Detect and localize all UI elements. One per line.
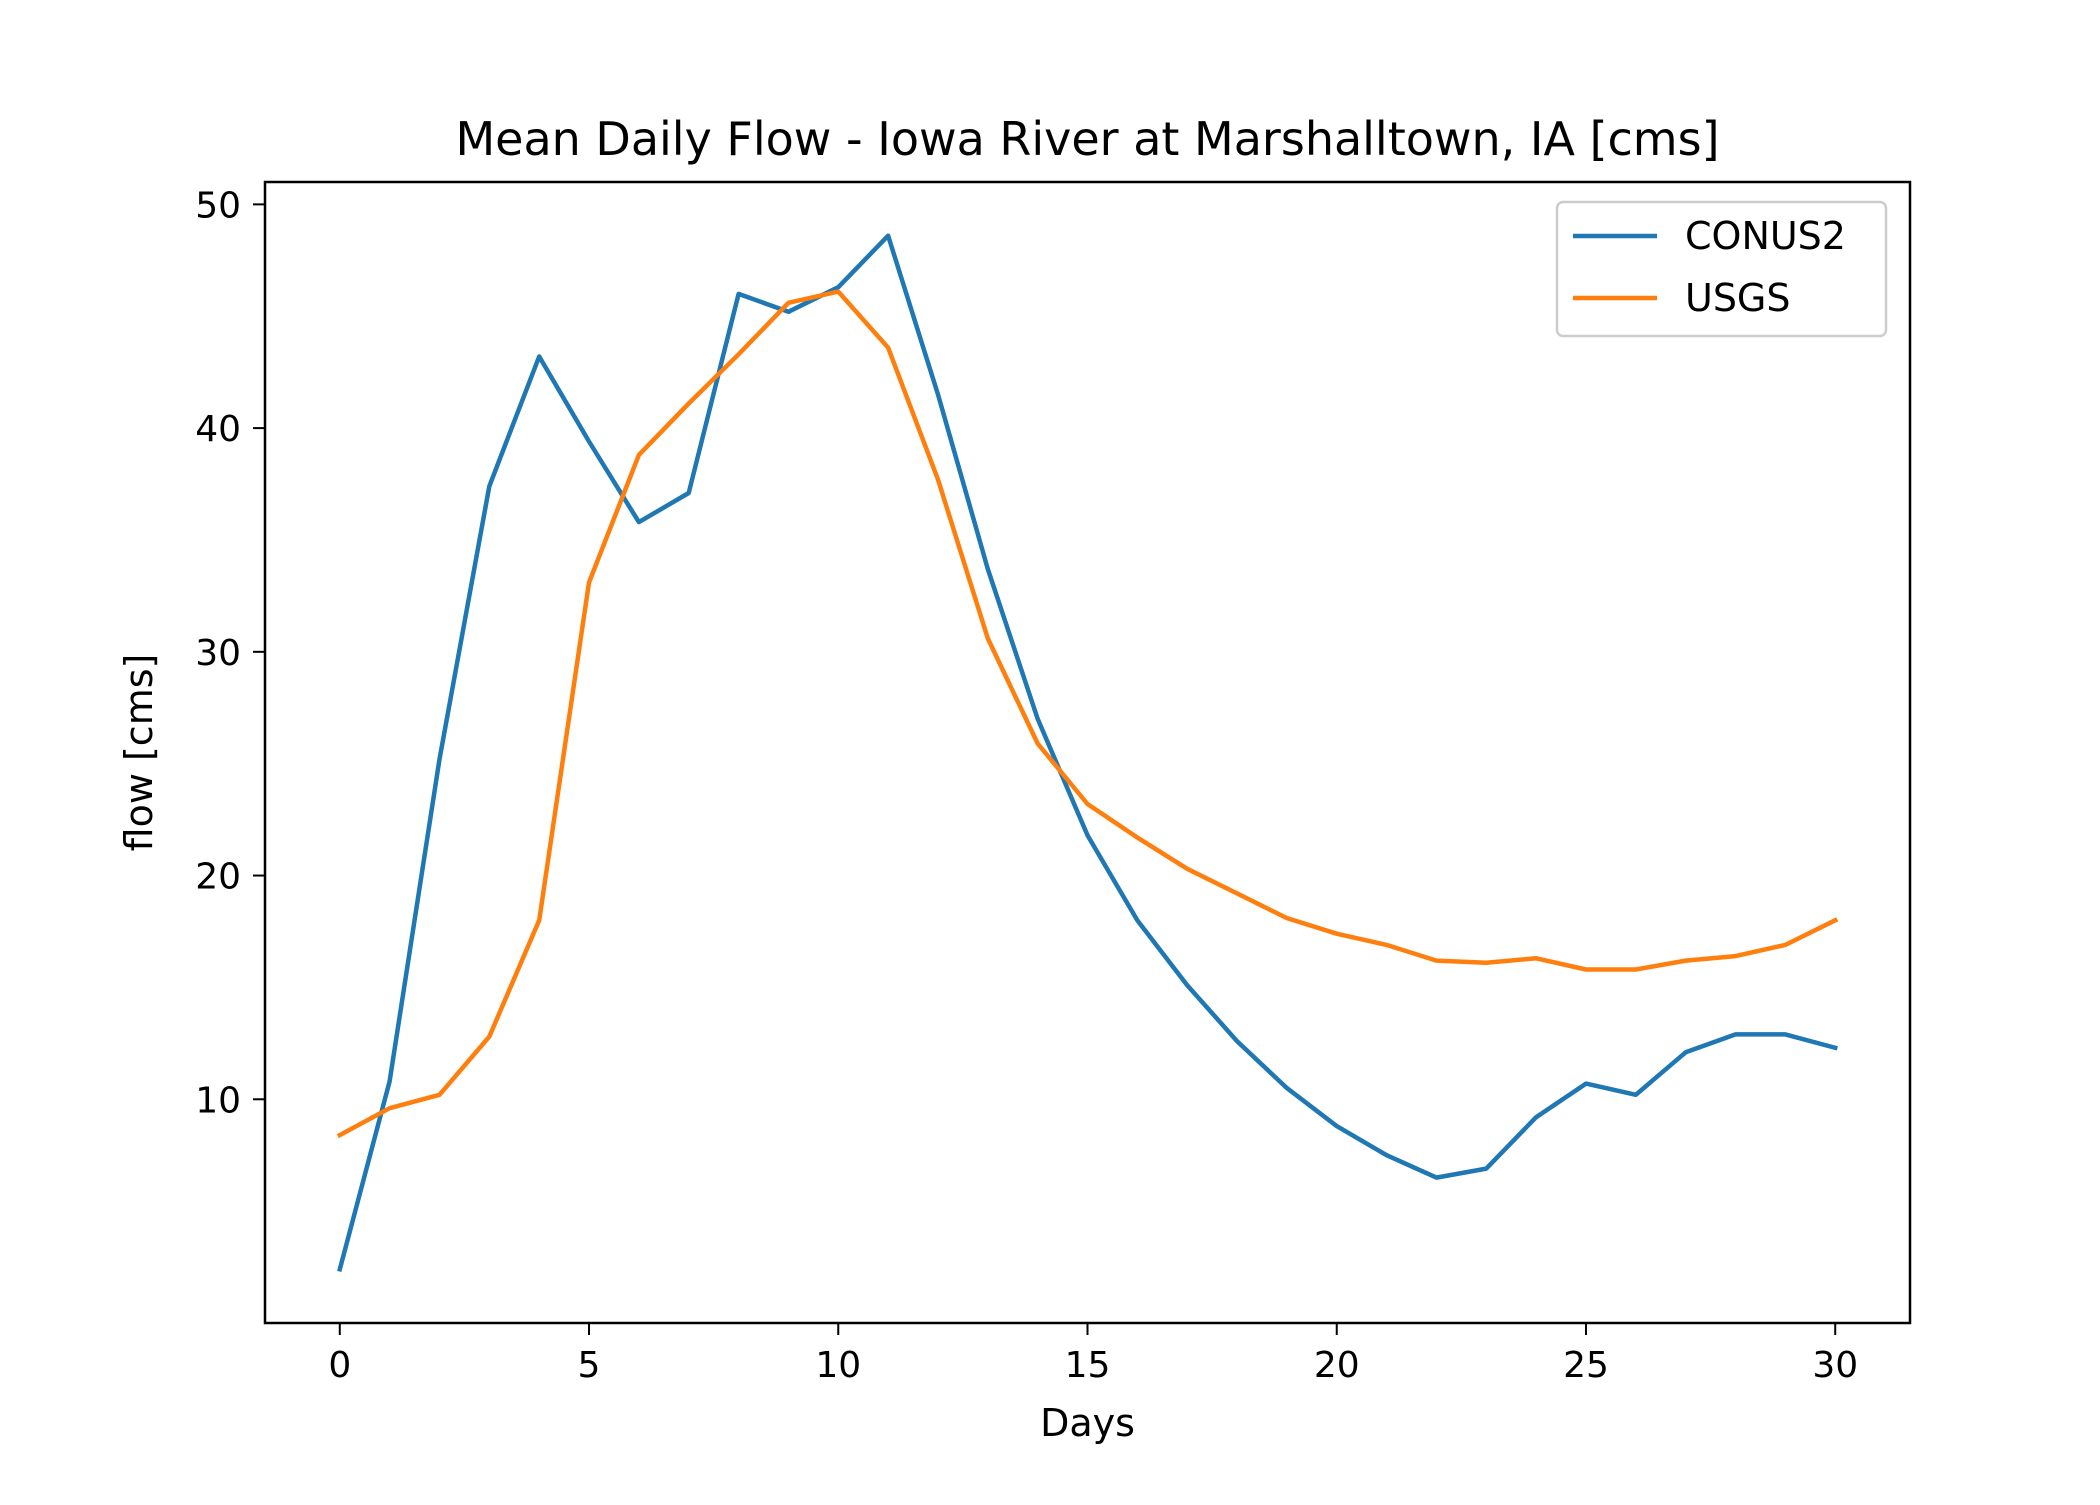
y-tick-label: 20	[195, 857, 241, 898]
x-tick-label: 10	[815, 1345, 861, 1386]
y-tick-label: 50	[195, 185, 241, 226]
legend: CONUS2 USGS	[1555, 200, 1888, 338]
x-axis-label: Days	[1040, 1401, 1135, 1445]
x-axis-ticks: 0 5 10 15 20 25 30	[328, 1323, 1858, 1386]
series-line-conus2	[337, 233, 1838, 1273]
legend-label-usgs: USGS	[1685, 276, 1791, 320]
y-tick-label: 10	[195, 1080, 241, 1121]
chart-title: Mean Daily Flow - Iowa River at Marshall…	[455, 112, 1719, 166]
x-tick-label: 0	[328, 1345, 351, 1386]
series-layer	[336, 233, 1839, 1273]
y-axis-ticks: 10 20 30 40 50	[195, 185, 265, 1121]
x-tick-label: 5	[578, 1345, 601, 1386]
x-tick-label: 15	[1065, 1345, 1111, 1386]
series-line-usgs	[336, 289, 1839, 1139]
x-tick-label: 25	[1563, 1345, 1609, 1386]
x-tick-label: 30	[1812, 1345, 1858, 1386]
y-tick-label: 30	[195, 633, 241, 674]
x-tick-label: 20	[1314, 1345, 1360, 1386]
y-tick-label: 40	[195, 409, 241, 450]
legend-label-conus2: CONUS2	[1685, 214, 1846, 258]
y-axis-label: flow [cms]	[117, 654, 161, 852]
